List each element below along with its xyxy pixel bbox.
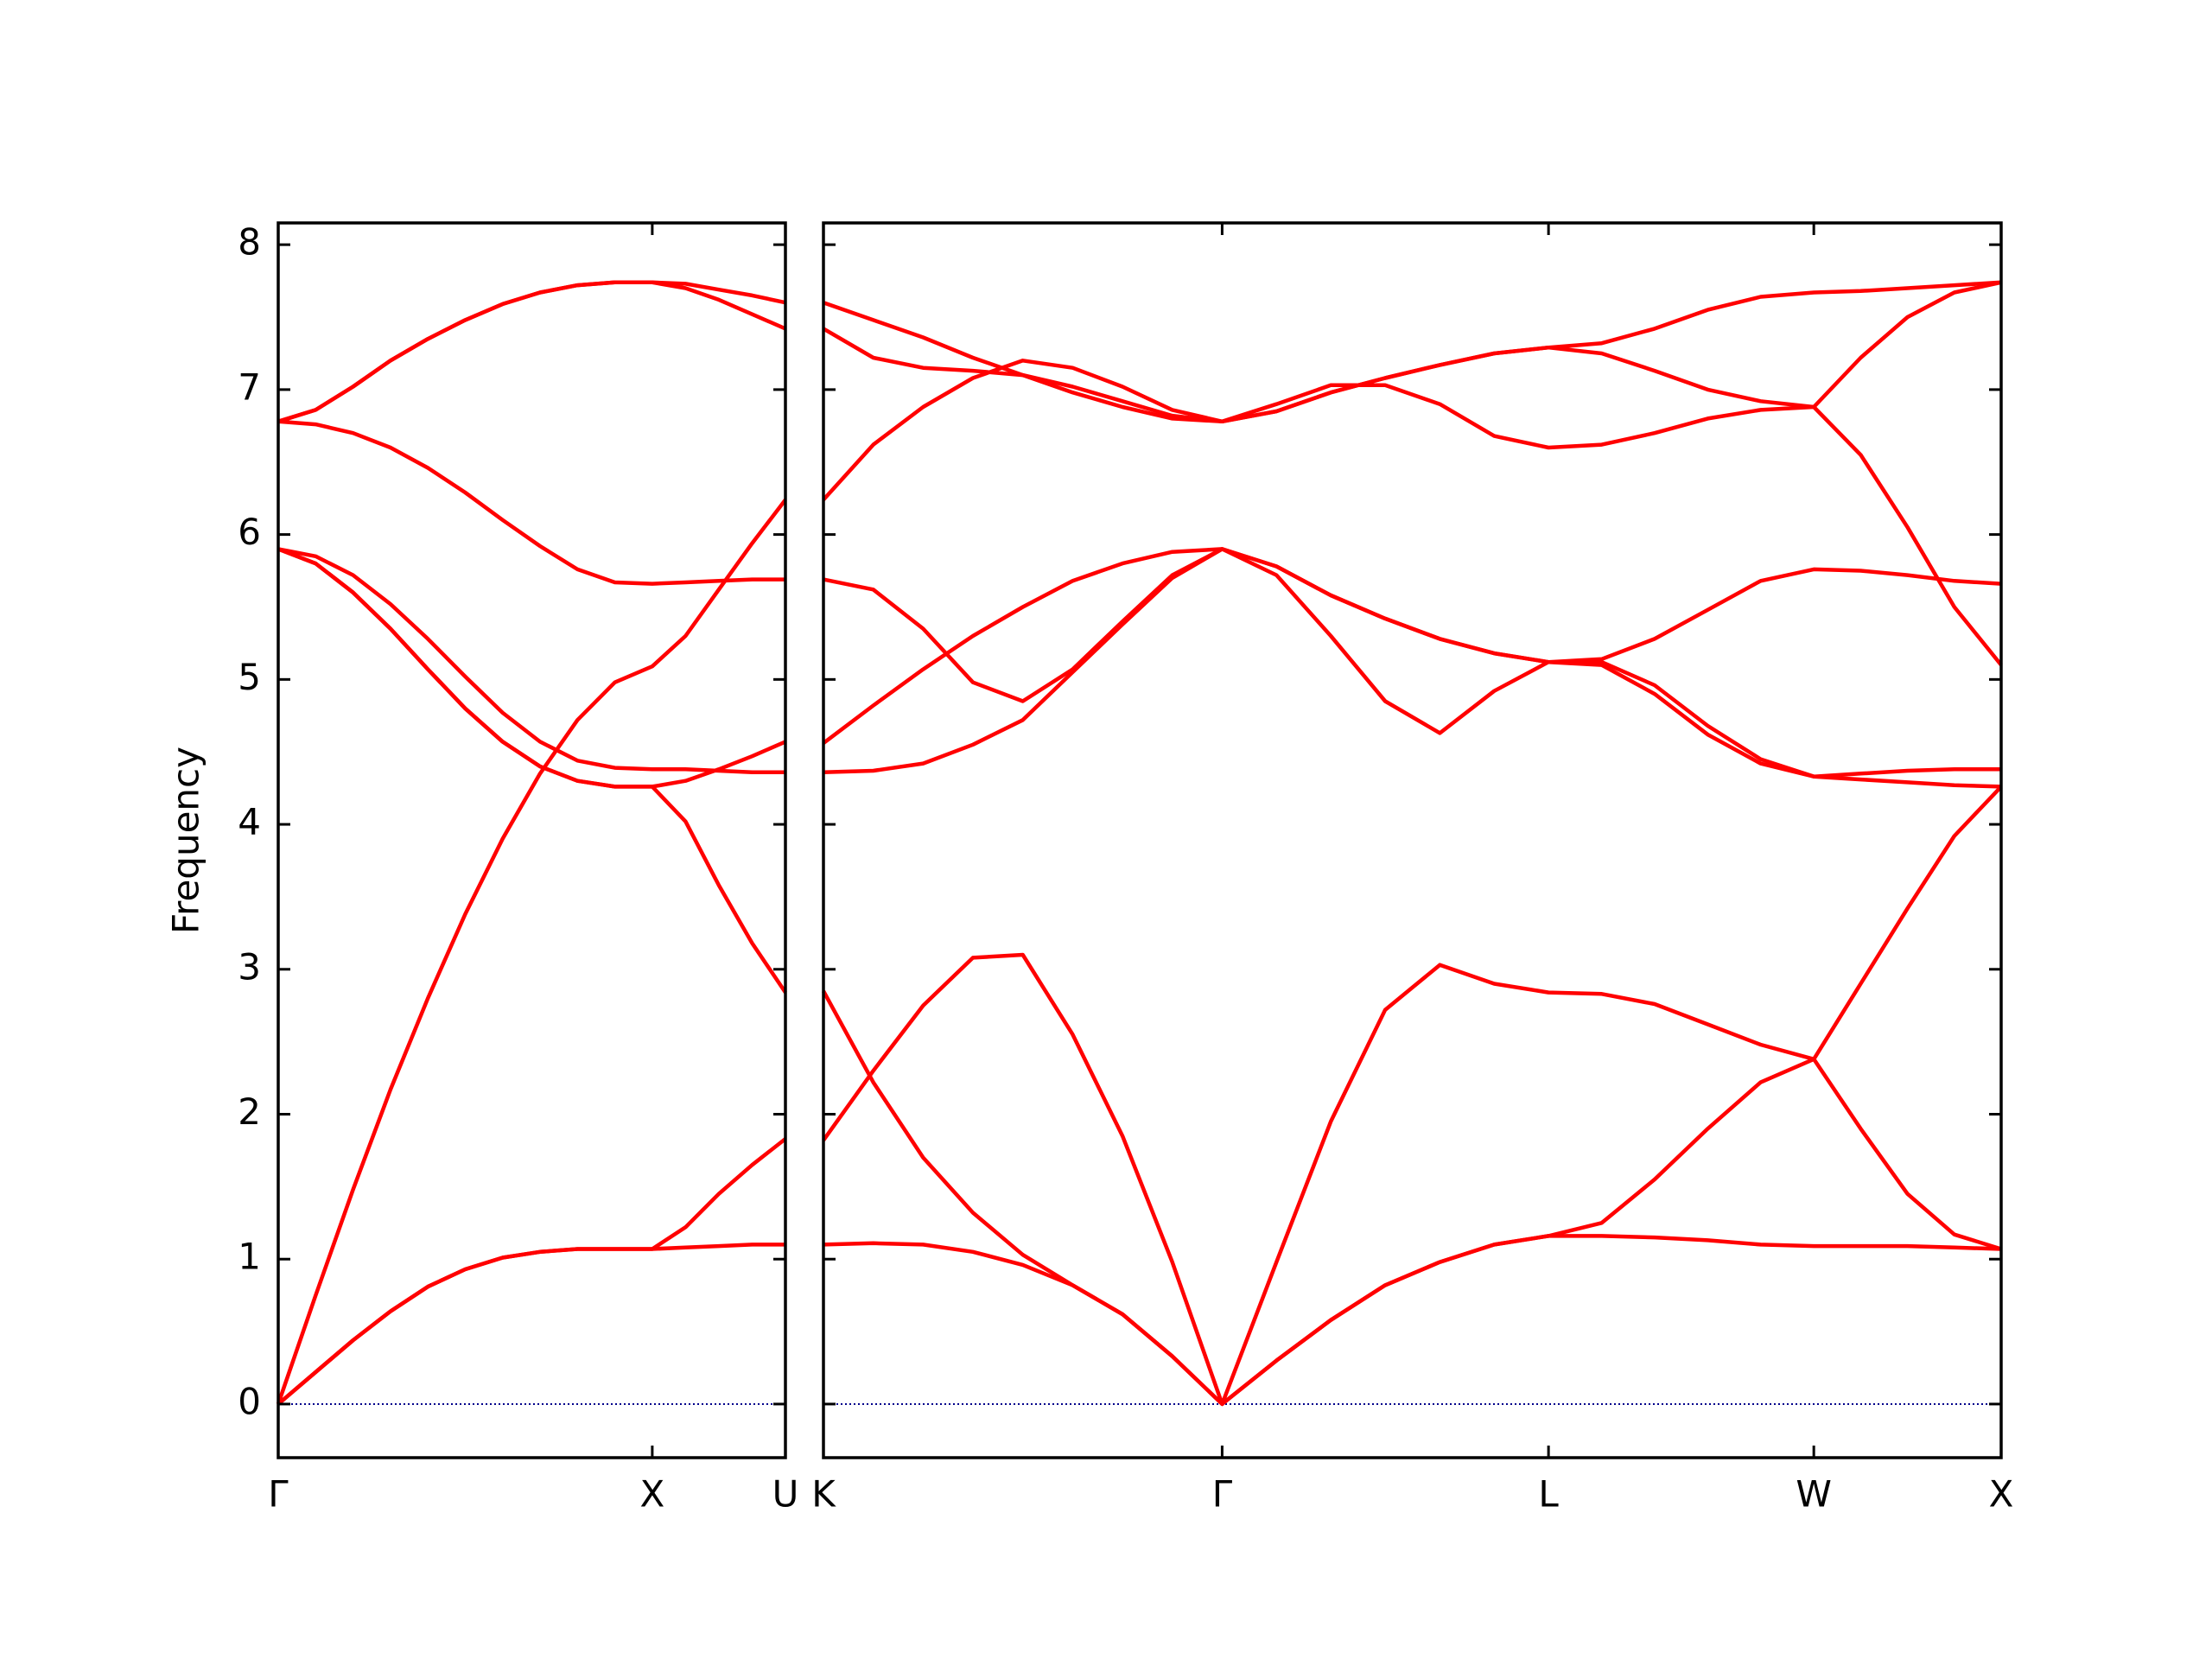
plot-frame xyxy=(822,221,2003,1459)
band-line xyxy=(823,547,2001,779)
y-tick-label: 3 xyxy=(238,945,261,988)
x-tick-label: U xyxy=(772,1473,799,1516)
band-line xyxy=(276,1243,785,1406)
band-line xyxy=(822,785,2003,1407)
band-line xyxy=(823,547,2002,789)
band-line xyxy=(276,1137,787,1406)
band-line xyxy=(822,952,2002,1407)
band-line xyxy=(822,280,2002,424)
x-tick-label: Γ xyxy=(268,1473,289,1516)
plot-frame xyxy=(276,221,787,1459)
y-tick-label: 5 xyxy=(238,656,261,698)
x-tick-label: K xyxy=(811,1473,836,1516)
x-tick-label: Γ xyxy=(1212,1473,1233,1516)
band-line xyxy=(822,547,2002,745)
y-tick-label: 0 xyxy=(238,1380,261,1422)
y-tick-label: 2 xyxy=(238,1090,261,1133)
band-line xyxy=(277,547,785,774)
band-line xyxy=(277,419,785,586)
band-line xyxy=(823,280,2002,424)
y-axis-label: Frequency xyxy=(165,747,207,934)
band-line xyxy=(822,359,2003,667)
x-tick-label: L xyxy=(1538,1473,1559,1516)
x-tick-label: W xyxy=(1796,1473,1832,1516)
band-line xyxy=(823,1234,2002,1407)
band-line xyxy=(277,280,786,423)
y-tick-label: 7 xyxy=(238,365,261,408)
x-tick-label: X xyxy=(640,1473,665,1516)
y-tick-label: 8 xyxy=(238,221,261,264)
y-tick-label: 1 xyxy=(238,1236,261,1278)
y-tick-label: 4 xyxy=(238,801,261,843)
band-line xyxy=(276,499,787,1405)
x-tick-label: X xyxy=(1989,1473,2014,1516)
y-tick-label: 6 xyxy=(238,511,261,553)
band-line xyxy=(277,547,786,789)
band-line xyxy=(277,280,786,423)
